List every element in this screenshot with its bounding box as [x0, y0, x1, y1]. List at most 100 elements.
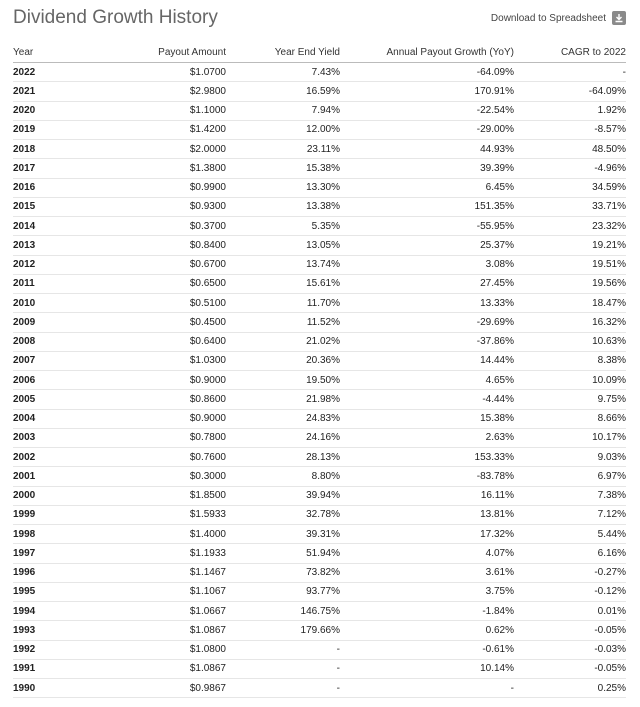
table-cell: 17.32% [340, 524, 514, 545]
table-row: 2020 $1.1000 7.94% -22.54% 1.92% [13, 101, 626, 121]
table-cell: 21.98% [226, 389, 340, 410]
table-row: 1998 $1.4000 39.31% 17.32% 5.44% [13, 524, 626, 545]
table-cell: $0.9900 [100, 178, 226, 198]
table-cell: $1.3800 [100, 158, 226, 179]
table-row: 1990 $0.9867- -0.25% [13, 678, 626, 699]
table-cell: 15.38% [226, 158, 340, 179]
table-cell: 16.11% [340, 486, 514, 506]
table-cell: - [226, 678, 340, 699]
table-cell: $1.5933 [100, 505, 226, 526]
download-label[interactable]: Download to Spreadsheet [490, 12, 606, 24]
table-row: 1994 $1.0667 146.75% -1.84% 0.01% [13, 601, 626, 622]
table-row: 1997 $1.1933 51.94% 4.07% 6.16% [13, 543, 626, 564]
table-cell: $0.6500 [100, 274, 226, 295]
download-glyph [615, 14, 623, 23]
table-cell: $0.7600 [100, 447, 226, 468]
table-cell: 2008 [13, 332, 100, 352]
table-row: 2004 $0.9000 24.83% 15.38% 8.66% [13, 409, 626, 429]
table-cell: $1.0667 [100, 601, 226, 622]
table-cell: 14.44% [340, 351, 514, 372]
table-cell: 13.30% [226, 178, 340, 198]
download-icon[interactable] [612, 11, 626, 25]
table-cell: $0.9000 [100, 370, 226, 391]
table-cell: 170.91% [340, 81, 514, 102]
table-row: 1992 $1.0800- -0.61% -0.03% [13, 640, 626, 660]
table-cell: 19.50% [226, 370, 340, 391]
table-cell: -4.96% [514, 158, 626, 179]
table-cell: 19.51% [514, 255, 626, 275]
table-cell: 8.66% [514, 409, 626, 429]
table-cell: -8.57% [514, 120, 626, 141]
column-header: Payout Amount [100, 42, 226, 63]
table-cell: 11.52% [226, 312, 340, 333]
table-cell: 23.32% [514, 216, 626, 237]
table-cell: 21.02% [226, 332, 340, 352]
table-cell: 2018 [13, 139, 100, 160]
table-cell: -29.69% [340, 312, 514, 333]
table-row: 2011 $0.6500 15.61% 27.45% 19.56% [13, 274, 626, 295]
table-cell: 1996 [13, 563, 100, 583]
table-cell: 2011 [13, 274, 100, 295]
table-cell: 13.81% [340, 505, 514, 526]
table-cell: $0.7800 [100, 428, 226, 449]
table-cell: -0.05% [514, 659, 626, 680]
table-cell: 3.08% [340, 255, 514, 275]
table-row: 1993 $1.0867 179.66% 0.62% -0.05% [13, 620, 626, 641]
table-row: 2000 $1.8500 39.94% 16.11% 7.38% [13, 486, 626, 506]
table-cell: 27.45% [340, 274, 514, 295]
table-cell: $0.5100 [100, 293, 226, 314]
table-cell: 19.56% [514, 274, 626, 295]
table-cell: -64.09% [514, 81, 626, 102]
table-cell: 8.80% [226, 466, 340, 487]
table-cell: $0.8400 [100, 235, 226, 256]
table-cell: 34.59% [514, 178, 626, 198]
table-cell: -37.86% [340, 332, 514, 352]
table-row: 2013 $0.8400 13.05% 25.37% 19.21% [13, 235, 626, 256]
table-cell: 7.94% [226, 101, 340, 121]
table-cell: 2020 [13, 101, 100, 121]
table-row: 2016 $0.9900 13.30% 6.45% 34.59% [13, 178, 626, 198]
table-cell: $0.9867 [100, 678, 226, 699]
table-row: 2021 $2.9800 16.59% 170.91% -64.09% [13, 81, 626, 102]
table-cell: 39.39% [340, 158, 514, 179]
table-cell: -29.00% [340, 120, 514, 141]
table-cell: - [340, 678, 514, 699]
table-cell: -0.27% [514, 563, 626, 583]
table-row: 1995 $1.1067 93.77% 3.75% -0.12% [13, 582, 626, 603]
table-cell: 151.35% [340, 197, 514, 218]
download-button[interactable]: Download to Spreadsheet [491, 11, 626, 25]
table-cell: $1.0300 [100, 351, 226, 372]
table-cell: $0.8600 [100, 389, 226, 410]
table-cell: 1994 [13, 601, 100, 622]
table-cell: 1999 [13, 505, 100, 526]
table-cell: -55.95% [340, 216, 514, 237]
table-cell: 6.16% [514, 543, 626, 564]
table-cell: $0.6700 [100, 255, 226, 275]
table-cell: $1.0867 [100, 659, 226, 680]
table-cell: - [514, 62, 626, 83]
table-cell: 39.31% [226, 524, 340, 545]
table-cell: $2.0000 [100, 139, 226, 160]
table-cell: 2000 [13, 486, 100, 506]
table-cell: 93.77% [226, 582, 340, 603]
table-cell: 32.78% [226, 505, 340, 526]
table-cell: 1997 [13, 543, 100, 564]
table-cell: $1.8500 [100, 486, 226, 506]
column-header: Annual Payout Growth (YoY) [340, 42, 514, 63]
table-cell: 24.83% [226, 409, 340, 429]
table-cell: 10.17% [514, 428, 626, 449]
table-cell: -0.12% [514, 582, 626, 603]
table-cell: 1995 [13, 582, 100, 603]
table-cell: 3.75% [340, 582, 514, 603]
table-row: 2022 $1.0700 7.43% -64.09% - [13, 62, 626, 83]
table-cell: 0.25% [514, 678, 626, 699]
table-cell: $1.4200 [100, 120, 226, 141]
table-cell: 2006 [13, 370, 100, 391]
table-cell: 146.75% [226, 601, 340, 622]
table-cell: 15.61% [226, 274, 340, 295]
table-cell: 2003 [13, 428, 100, 449]
table-cell: $0.6400 [100, 332, 226, 352]
table-row: 2003 $0.7800 24.16% 2.63% 10.17% [13, 428, 626, 449]
table-cell: 28.13% [226, 447, 340, 468]
